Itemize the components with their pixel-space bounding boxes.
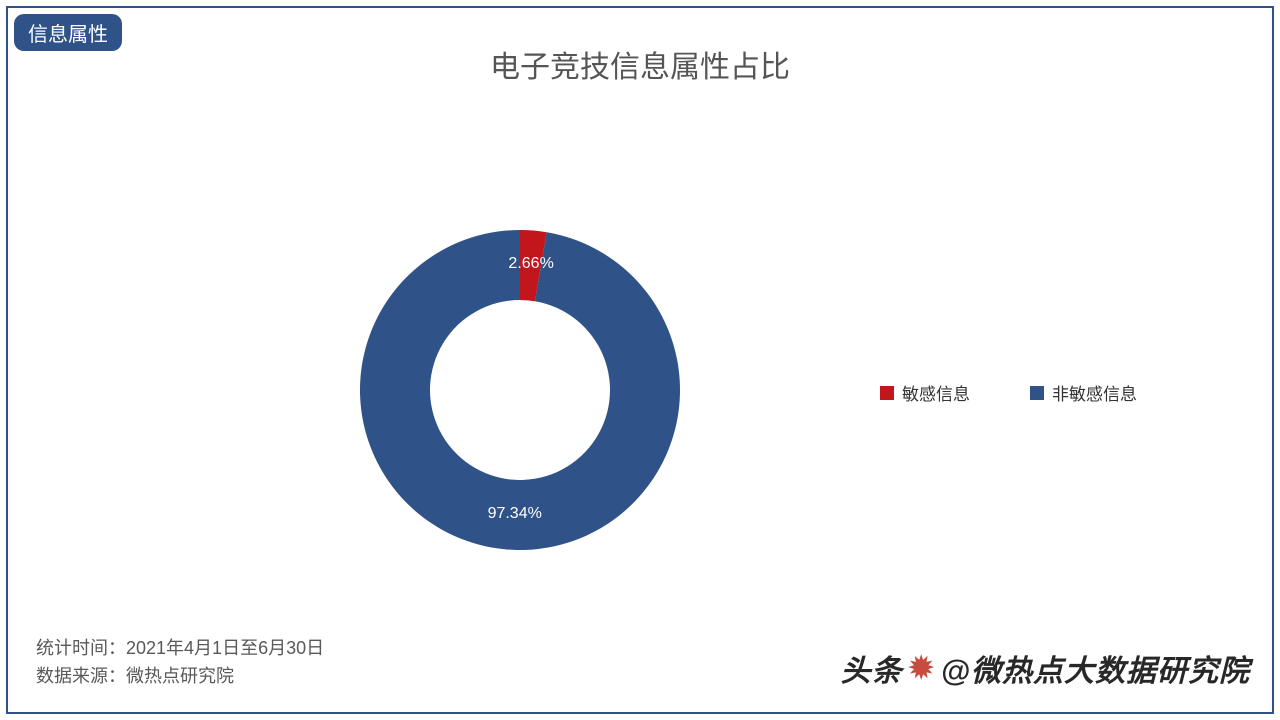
footer-time: 统计时间：2021年4月1日至6月30日 — [36, 634, 324, 660]
slice-percent-label: 97.34% — [488, 505, 542, 523]
chart-title: 电子竞技信息属性占比 — [0, 42, 1280, 86]
slice-percent-label: 2.66% — [508, 255, 553, 273]
legend-label: 敏感信息 — [902, 380, 970, 405]
chart-legend: 敏感信息 非敏感信息 — [880, 380, 1137, 405]
legend-swatch — [880, 386, 894, 400]
legend-label: 非敏感信息 — [1052, 380, 1137, 405]
category-badge: 信息属性 — [14, 14, 122, 51]
legend-item: 非敏感信息 — [1030, 380, 1137, 405]
fire-icon: ✹ — [909, 651, 935, 686]
watermark-text: @微热点大数据研究院 — [941, 646, 1250, 690]
footer-source: 数据来源：微热点研究院 — [36, 662, 234, 688]
donut-svg — [320, 190, 720, 590]
donut-chart: 2.66% 97.34% — [320, 190, 720, 590]
legend-item: 敏感信息 — [880, 380, 970, 405]
watermark: 头条 ✹ @微热点大数据研究院 — [841, 646, 1250, 690]
watermark-prefix: 头条 — [841, 646, 903, 690]
legend-swatch — [1030, 386, 1044, 400]
donut-slice — [360, 230, 680, 550]
